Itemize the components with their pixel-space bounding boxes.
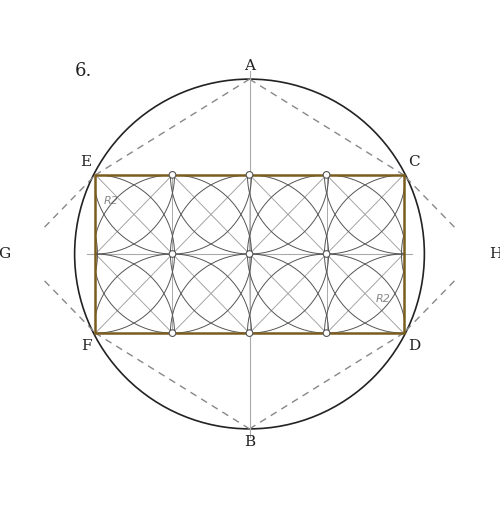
Circle shape [246, 330, 253, 336]
Circle shape [15, 250, 22, 258]
Circle shape [323, 172, 330, 178]
Circle shape [246, 172, 253, 178]
Text: R2: R2 [104, 196, 118, 206]
Circle shape [169, 172, 176, 178]
Text: C: C [408, 154, 420, 169]
Circle shape [169, 250, 176, 258]
Bar [96, 175, 404, 333]
Text: F: F [81, 339, 92, 354]
Circle shape [323, 250, 330, 258]
Text: H: H [489, 247, 500, 261]
Text: 6.: 6. [74, 62, 92, 80]
Circle shape [169, 330, 176, 336]
Circle shape [246, 250, 253, 258]
Text: E: E [80, 154, 92, 169]
Text: G: G [0, 247, 10, 261]
Circle shape [478, 250, 484, 258]
Text: B: B [244, 435, 255, 449]
Text: R2: R2 [376, 294, 391, 304]
Text: A: A [244, 59, 255, 73]
Text: D: D [408, 339, 420, 354]
Circle shape [323, 330, 330, 336]
